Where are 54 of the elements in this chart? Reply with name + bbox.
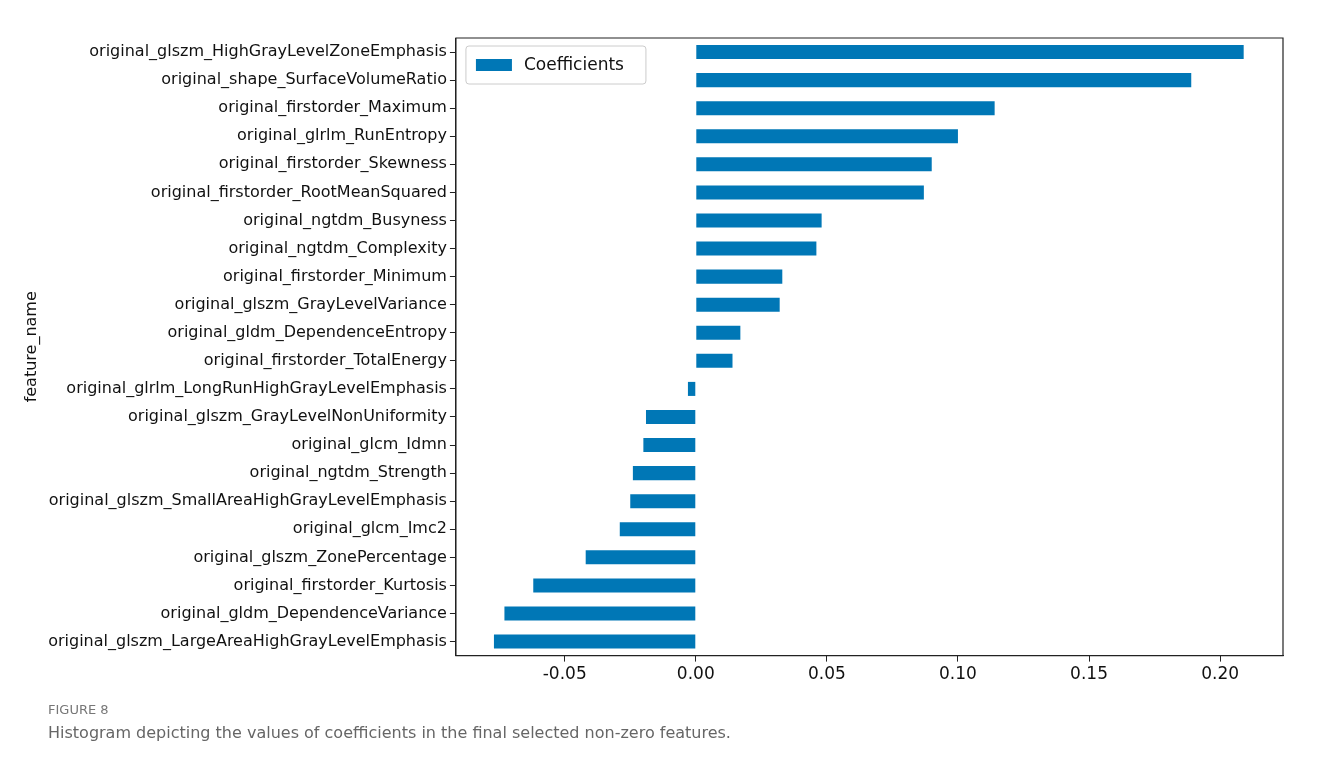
y-tick-label: original_glszm_GrayLevelVariance xyxy=(174,293,447,314)
y-tick-label: original_ngtdm_Busyness xyxy=(243,209,447,230)
bar xyxy=(645,409,696,424)
text: Histogram depicting the values of coefficients in the final selected non-zero features. xyxy=(48,723,732,742)
y-tick-label: original_glcm_Idmn xyxy=(291,434,447,455)
y-tick-label: original_glrlm_RunEntropy xyxy=(237,125,447,146)
bar xyxy=(696,325,741,340)
y-tick-label: original_firstorder_TotalEnergy xyxy=(203,349,447,370)
bar xyxy=(696,241,817,256)
bar xyxy=(493,634,696,649)
x-tick-label: 0.20 xyxy=(1201,663,1240,684)
bar xyxy=(504,606,696,621)
y-tick-label: original_glszm_ZonePercentage xyxy=(193,546,447,567)
bar xyxy=(696,129,958,144)
bar xyxy=(696,297,780,312)
y-axis-title: feature_name xyxy=(20,291,41,403)
y-tick-label: original_glszm_GrayLevelNonUniformity xyxy=(128,406,447,427)
bar xyxy=(696,157,932,172)
y-tick-label: original_firstorder_Maximum xyxy=(218,97,447,118)
bar xyxy=(619,522,696,537)
bar xyxy=(630,494,696,509)
bar xyxy=(696,353,733,368)
x-tick-label: 0.10 xyxy=(939,663,977,684)
y-tick-label: original_glszm_HighGrayLevelZoneEmphasis xyxy=(89,41,447,62)
bar xyxy=(696,213,822,228)
y-tick-label: original_firstorder_RootMeanSquared xyxy=(150,181,447,202)
bar xyxy=(696,45,1244,60)
bar xyxy=(585,550,696,565)
caption: FIGURE 8 xyxy=(48,702,110,717)
y-tick-label: original_glcm_Imc2 xyxy=(292,518,447,539)
x-tick-label: 0.05 xyxy=(807,663,846,684)
y-tick-label: original_ngtdm_Strength xyxy=(249,462,447,483)
y-tick-label: original_glszm_LargeAreaHighGrayLevelEmphasis xyxy=(48,630,447,651)
y-tick-label: original_firstorder_Skewness xyxy=(218,153,447,174)
y-tick-label: original_gldm_DependenceEntropy xyxy=(167,321,447,342)
y-tick-label: original_ngtdm_Complexity xyxy=(228,237,447,258)
bar xyxy=(687,381,696,396)
y-tick-label: original_glszm_SmallAreaHighGrayLevelEmphasis xyxy=(48,490,447,511)
y-tick-label: original_gldm_DependenceVariance xyxy=(160,602,447,623)
bar xyxy=(533,578,696,593)
x-tick-label: 0.15 xyxy=(1070,663,1108,684)
y-tick-label: original_glrlm_LongRunHighGrayLevelEmphasis xyxy=(66,378,447,399)
bar xyxy=(696,185,924,200)
y-tick-label: original_firstorder_Minimum xyxy=(223,265,447,286)
x-tick-label: 0.00 xyxy=(676,663,715,684)
legend-label: Coefficients xyxy=(523,54,625,75)
bar xyxy=(643,438,696,453)
bar xyxy=(696,269,783,284)
bar xyxy=(696,73,1192,88)
y-tick-label: original_firstorder_Kurtosis xyxy=(233,574,447,595)
bar xyxy=(696,101,995,116)
x-tick-label: -0.05 xyxy=(542,663,587,684)
y-tick-label: original_shape_SurfaceVolumeRatio xyxy=(161,69,447,90)
bar xyxy=(632,466,696,481)
